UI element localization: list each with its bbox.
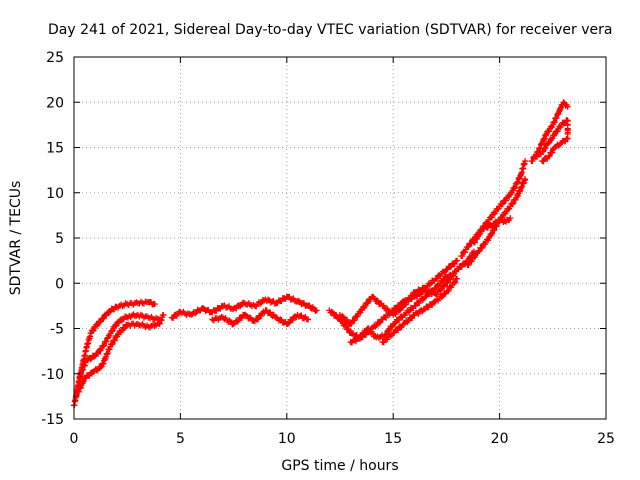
y-tick-label: -10 <box>41 367 64 383</box>
y-tick-label: 5 <box>55 231 64 247</box>
series-track-o <box>539 135 571 165</box>
x-tick-label: 20 <box>491 431 509 447</box>
y-tick-label: -5 <box>50 322 64 338</box>
point-markers <box>209 307 312 328</box>
y-tick-label: -15 <box>41 412 64 428</box>
point-markers <box>471 215 514 246</box>
y-tick-label: 10 <box>46 186 64 202</box>
point-markers <box>75 311 167 395</box>
series-track-e <box>209 307 312 328</box>
point-markers <box>347 248 478 346</box>
x-tick-label: 5 <box>176 431 185 447</box>
x-tick-label: 10 <box>278 431 296 447</box>
point-markers <box>379 275 461 346</box>
x-tick-label: 15 <box>384 431 402 447</box>
chart-title: Day 241 of 2021, Sidereal Day-to-day VTE… <box>48 22 612 38</box>
point-markers <box>464 176 529 269</box>
series-track-b <box>73 311 163 400</box>
point-markers <box>73 311 163 400</box>
grid-lines <box>74 57 606 419</box>
point-markers <box>168 293 320 322</box>
point-markers <box>532 117 571 160</box>
y-tick-label: 20 <box>46 95 64 111</box>
series-track-c <box>75 311 167 395</box>
y-tick-label: 15 <box>46 141 64 157</box>
y-axis-label: SDTVAR / TECUs <box>8 181 24 296</box>
y-tick-labels: -15 -10 -5 0 5 10 15 20 25 <box>41 50 64 428</box>
series-track-h <box>347 248 478 346</box>
x-tick-label: 25 <box>597 431 615 447</box>
series-track-k <box>464 176 529 269</box>
point-markers <box>458 158 529 260</box>
x-tick-labels: 0 5 10 15 20 25 <box>70 431 615 447</box>
series-track-n <box>532 117 571 160</box>
series-track-i <box>379 275 461 346</box>
y-tick-label: 0 <box>55 276 64 292</box>
x-tick-label: 0 <box>70 431 79 447</box>
series-track-j <box>458 158 529 260</box>
y-tick-label: 25 <box>46 50 64 66</box>
x-axis-label: GPS time / hours <box>281 458 398 474</box>
point-markers <box>539 135 571 165</box>
series-track-d <box>168 293 320 322</box>
axis-ticks <box>73 56 607 420</box>
data-points <box>71 99 571 409</box>
series-track-l <box>471 215 514 246</box>
